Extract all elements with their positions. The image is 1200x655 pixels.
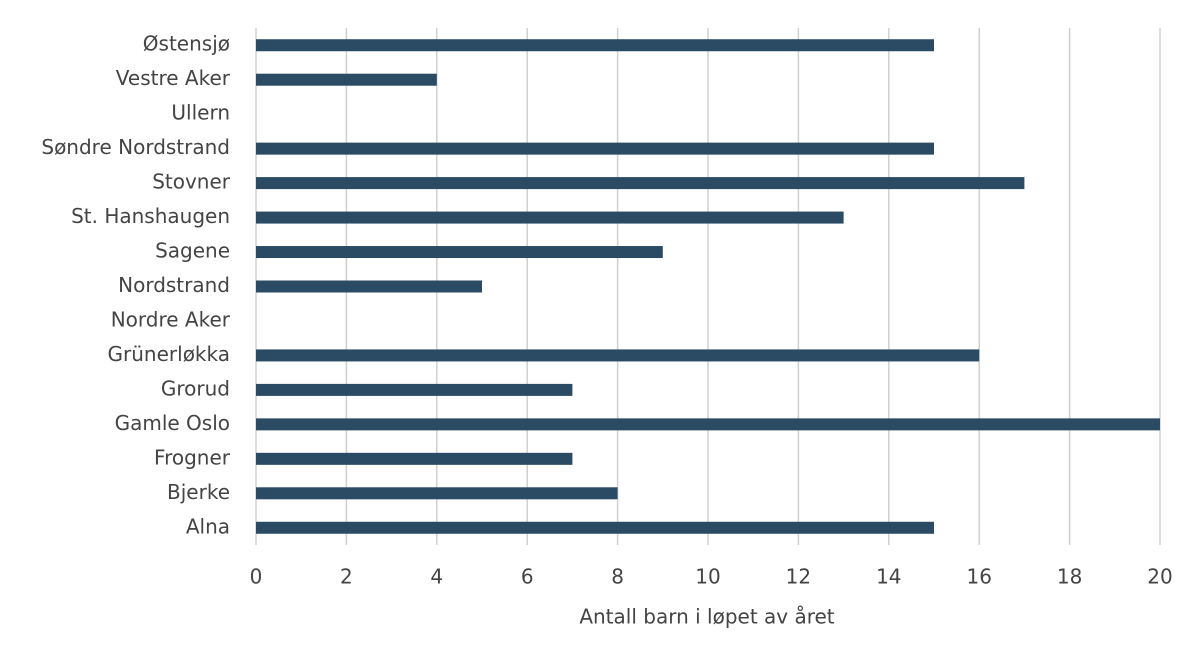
y-tick-label: Nordstrand <box>118 273 230 297</box>
bar <box>256 73 437 86</box>
bar <box>256 383 573 396</box>
y-tick-label: Bjerke <box>167 480 230 504</box>
y-tick-label: Stovner <box>152 170 231 194</box>
bar <box>256 349 980 362</box>
bar <box>256 280 482 293</box>
y-tick-label: Nordre Aker <box>111 307 231 331</box>
x-tick-label: 14 <box>876 565 901 589</box>
bar <box>256 39 934 52</box>
y-tick-label: St. Hanshaugen <box>71 204 230 228</box>
x-tick-label: 12 <box>786 565 811 589</box>
y-tick-label: Sagene <box>155 239 230 263</box>
x-tick-label: 20 <box>1147 565 1172 589</box>
x-tick-label: 8 <box>611 565 624 589</box>
x-tick-label: 6 <box>521 565 534 589</box>
y-tick-label: Vestre Aker <box>116 66 231 90</box>
x-tick-label: 18 <box>1057 565 1082 589</box>
y-tick-label: Grorud <box>161 376 230 400</box>
bar <box>256 521 934 534</box>
x-tick-label: 0 <box>250 565 263 589</box>
x-axis-title: Antall barn i løpet av året <box>579 605 834 629</box>
bar <box>256 142 934 155</box>
x-tick-label: 2 <box>340 565 353 589</box>
y-tick-label: Søndre Nordstrand <box>41 135 230 159</box>
bar <box>256 418 1160 431</box>
bar <box>256 452 573 465</box>
x-tick-label: 10 <box>695 565 720 589</box>
y-tick-label: Grünerløkka <box>108 342 230 366</box>
y-tick-label: Gamle Oslo <box>115 411 230 435</box>
y-tick-label: Østensjø <box>143 32 230 56</box>
y-tick-label: Alna <box>186 514 230 538</box>
x-tick-label: 16 <box>966 565 991 589</box>
bar <box>256 211 844 224</box>
bar <box>256 177 1025 190</box>
bar <box>256 487 618 500</box>
y-tick-label: Ullern <box>171 101 230 125</box>
x-tick-label: 4 <box>430 565 443 589</box>
y-tick-label: Frogner <box>154 445 231 469</box>
bar <box>256 246 663 259</box>
